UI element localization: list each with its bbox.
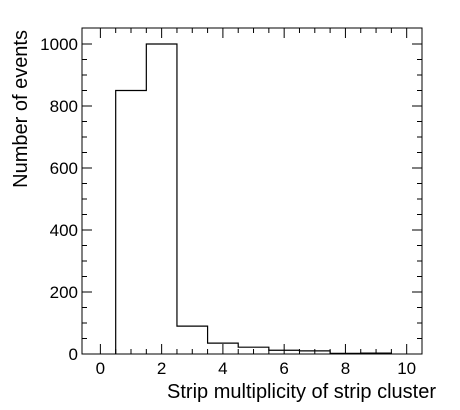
y-tick-label: 600 <box>50 159 78 178</box>
x-tick-label: 4 <box>218 359 227 378</box>
y-tick-label: 400 <box>50 221 78 240</box>
y-tick-labels: 0 200 400 600 800 1000 <box>40 35 78 364</box>
y-tick-label: 800 <box>50 97 78 116</box>
x-tick-label: 2 <box>157 359 166 378</box>
y-tick-label: 1000 <box>40 35 78 54</box>
x-tick-label: 0 <box>96 359 105 378</box>
histogram-bin <box>116 91 147 355</box>
plot-frame <box>81 27 423 355</box>
x-tick-labels: 0 2 4 6 8 10 <box>96 359 417 378</box>
x-tick-label: 10 <box>397 359 416 378</box>
histogram-outline <box>115 43 392 354</box>
x-tick-label: 6 <box>279 359 288 378</box>
x-axis-label: Strip multiplicity of strip cluster <box>167 381 436 403</box>
histogram-bin <box>146 44 177 354</box>
axis-ticks <box>82 28 422 355</box>
x-tick-label: 8 <box>341 359 350 378</box>
y-axis-label: Number of events <box>10 30 32 188</box>
y-tick-label: 200 <box>50 283 78 302</box>
histogram-bins <box>116 44 392 354</box>
y-tick-label: 0 <box>69 345 78 364</box>
